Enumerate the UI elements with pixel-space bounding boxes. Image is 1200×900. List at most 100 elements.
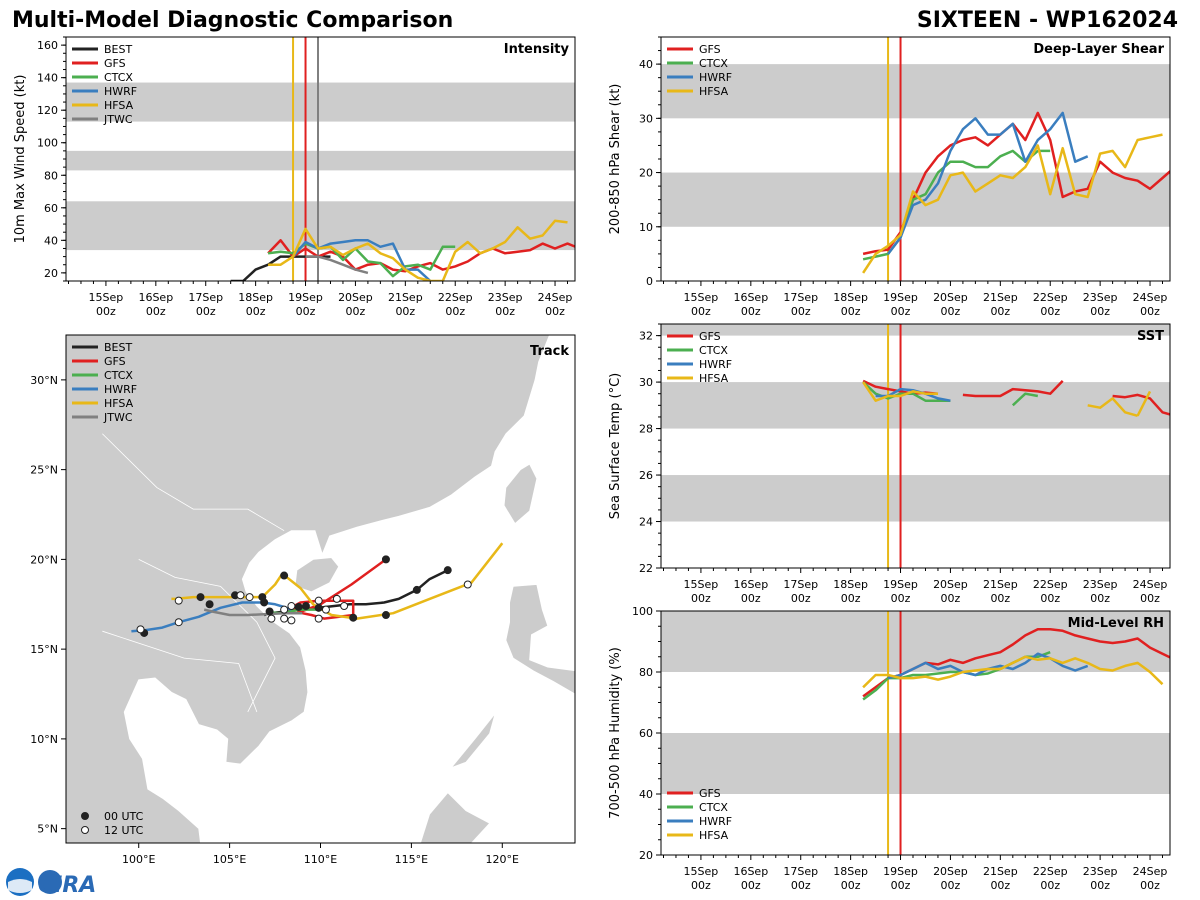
y-tick-label: 40 <box>639 788 653 801</box>
x-tick-hour: 00z <box>545 305 565 318</box>
y-tick-label: 40 <box>44 234 58 247</box>
y-tick-label: 26 <box>639 469 653 482</box>
track-marker-00utc <box>443 566 452 575</box>
storm-id-title: SIXTEEN - WP162024 <box>917 8 1178 33</box>
x-tick-hour: 00z <box>691 879 711 892</box>
legend-label-best: BEST <box>104 43 132 56</box>
track-marker-12utc <box>340 602 349 611</box>
track-marker-12utc <box>287 602 296 611</box>
x-tick-hour: 00z <box>1090 592 1110 605</box>
x-tick-day: 16Sep <box>733 865 768 878</box>
noaa-wave-icon <box>8 879 32 893</box>
x-tick-hour: 00z <box>841 305 861 318</box>
rh-panel: 2040608010015Sep00z16Sep00z17Sep00z18Sep… <box>608 605 1171 892</box>
borneo-island <box>420 792 491 843</box>
x-tick-hour: 00z <box>990 879 1010 892</box>
x-tick-hour: 00z <box>791 592 811 605</box>
sst-frame <box>660 323 1171 569</box>
x-tick-day: 22Sep <box>1033 578 1068 591</box>
marker-legend-symbol <box>81 812 89 820</box>
series-line-hfsa <box>862 381 938 402</box>
series-line-hfsa <box>1136 390 1152 417</box>
y-tick-label: 20 <box>639 167 653 180</box>
track-marker-00utc <box>412 585 421 594</box>
track-marker-00utc <box>381 611 390 620</box>
y-tick-label: 28 <box>639 423 653 436</box>
track-marker-00utc <box>205 600 214 609</box>
x-tick-day: 21Sep <box>983 865 1018 878</box>
x-tick-day: 15Sep <box>89 291 124 304</box>
legend-label-gfs: GFS <box>699 330 721 343</box>
x-tick-hour: 00z <box>741 592 761 605</box>
threshold-band <box>66 150 575 171</box>
track-marker-00utc <box>349 613 358 622</box>
lon-tick-label: 105°E <box>213 853 246 866</box>
x-tick-day: 16Sep <box>138 291 173 304</box>
x-tick-hour: 00z <box>841 592 861 605</box>
x-tick-day: 23Sep <box>1083 291 1118 304</box>
marker-legend-label: 00 UTC <box>104 810 144 823</box>
x-tick-day: 24Sep <box>538 291 573 304</box>
series-line-hfsa <box>862 655 1164 689</box>
globe-icon <box>38 870 62 894</box>
x-tick-day: 16Sep <box>733 291 768 304</box>
legend-label-gfs: GFS <box>104 355 126 368</box>
x-tick-hour: 00z <box>1140 879 1160 892</box>
legend-label-hwrf: HWRF <box>699 358 732 371</box>
country-border <box>102 433 285 532</box>
track-marker-12utc <box>267 614 276 623</box>
y-tick-label: 80 <box>44 169 58 182</box>
intensity-plot-area <box>66 37 575 281</box>
lat-tick-label: 30°N <box>30 374 58 387</box>
track-marker-12utc <box>136 625 145 634</box>
x-tick-hour: 00z <box>1040 879 1060 892</box>
x-tick-day: 17Sep <box>783 291 818 304</box>
legend-label-ctcx: CTCX <box>699 57 728 70</box>
y-tick-label: 100 <box>37 137 58 150</box>
track-marker-00utc <box>381 555 390 564</box>
legend-label-jtwc: JTWC <box>103 411 133 424</box>
sst-plot-area <box>661 324 1170 568</box>
x-tick-hour: 00z <box>891 592 911 605</box>
x-tick-hour: 00z <box>941 305 961 318</box>
x-tick-hour: 00z <box>1140 305 1160 318</box>
shear-plot-area <box>661 37 1170 281</box>
x-tick-day: 17Sep <box>188 291 223 304</box>
y-tick-label: 30 <box>639 112 653 125</box>
x-tick-day: 22Sep <box>1033 291 1068 304</box>
y-tick-label: 20 <box>639 849 653 862</box>
legend-label-hfsa: HFSA <box>699 372 729 385</box>
threshold-band <box>66 82 575 122</box>
track-marker-12utc <box>463 580 472 589</box>
panel-title: SST <box>1137 329 1164 344</box>
x-tick-hour: 00z <box>1140 592 1160 605</box>
x-tick-day: 23Sep <box>1083 865 1118 878</box>
luzon-island <box>505 584 575 695</box>
x-tick-day: 19Sep <box>883 865 918 878</box>
y-tick-label: 60 <box>44 202 58 215</box>
x-tick-day: 20Sep <box>338 291 373 304</box>
sst-panel: 22242628303215Sep00z16Sep00z17Sep00z18Se… <box>608 323 1171 605</box>
x-tick-hour: 00z <box>96 305 116 318</box>
series-line-hfsa <box>268 219 568 281</box>
x-tick-hour: 00z <box>395 305 415 318</box>
x-tick-day: 19Sep <box>883 291 918 304</box>
x-tick-hour: 00z <box>1040 305 1060 318</box>
x-tick-hour: 00z <box>196 305 216 318</box>
track-marker-00utc <box>258 593 267 602</box>
lon-tick-label: 110°E <box>304 853 337 866</box>
x-tick-day: 19Sep <box>883 578 918 591</box>
track-marker-12utc <box>287 616 296 625</box>
threshold-band <box>66 201 575 251</box>
lat-tick-label: 5°N <box>37 823 58 836</box>
x-tick-day: 17Sep <box>783 865 818 878</box>
track-marker-00utc <box>280 571 289 580</box>
series-line-gfs <box>1112 393 1170 416</box>
legend-label-jtwc: JTWC <box>103 113 133 126</box>
x-tick-day: 20Sep <box>933 578 968 591</box>
x-tick-hour: 00z <box>891 305 911 318</box>
legend-label-ctcx: CTCX <box>699 801 728 814</box>
x-tick-day: 18Sep <box>833 578 868 591</box>
lat-tick-label: 10°N <box>30 733 58 746</box>
track-marker-12utc <box>174 596 183 605</box>
